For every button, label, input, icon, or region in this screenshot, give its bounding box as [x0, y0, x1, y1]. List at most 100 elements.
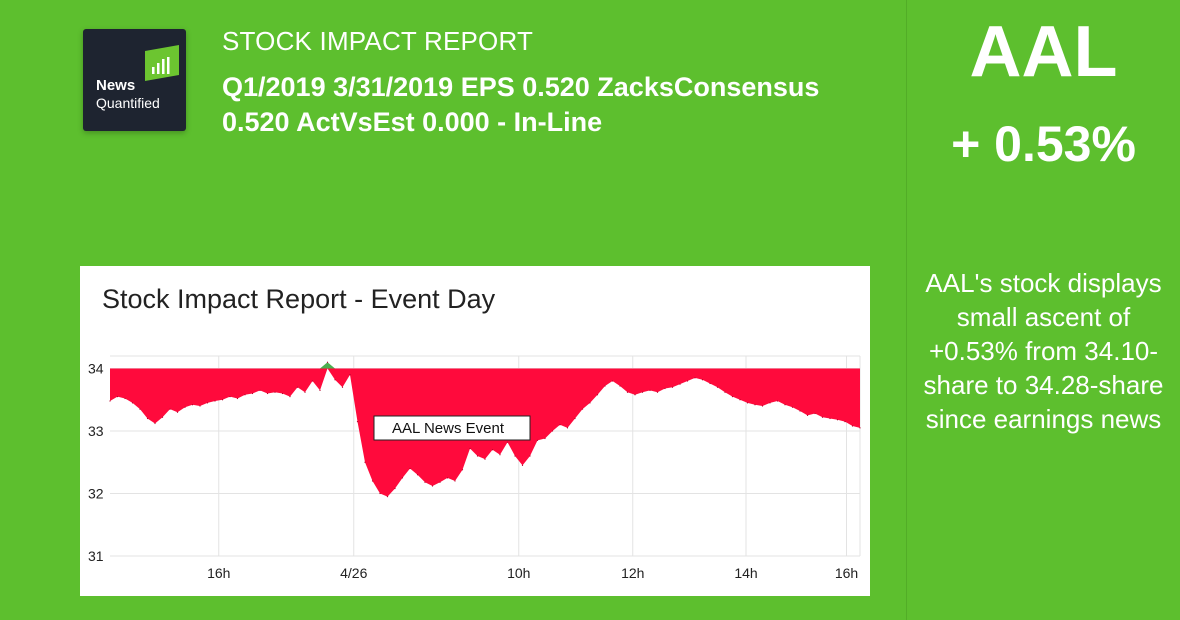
x-tick-label: 14h	[734, 565, 757, 581]
stock-impact-chart: Stock Impact Report - Event Day 31 32 33 34…	[88, 284, 861, 581]
price-point	[679, 383, 681, 385]
price-point	[281, 392, 284, 395]
price-point	[266, 392, 269, 395]
price-point	[304, 391, 306, 393]
ticker-symbol: AAL	[969, 12, 1118, 92]
price-point	[529, 455, 531, 457]
news-event-box	[373, 415, 531, 441]
price-point	[116, 396, 119, 398]
price-point	[641, 391, 644, 393]
price-point	[604, 385, 606, 387]
price-point	[364, 461, 366, 463]
price-point	[844, 421, 846, 423]
price-point	[581, 408, 584, 410]
report-title: STOCK IMPACT REPORT	[222, 26, 534, 56]
price-point	[409, 467, 411, 470]
price-point	[521, 464, 524, 466]
price-point	[244, 394, 246, 396]
price-point	[461, 469, 464, 471]
price-point	[476, 455, 479, 457]
price-point	[326, 361, 329, 363]
earnings-headline: Q1/2019 3/31/2019 EPS 0.520 ZacksConsens…	[222, 72, 820, 137]
price-point	[806, 414, 809, 416]
price-point	[649, 389, 651, 391]
price-point	[619, 385, 621, 387]
price-point	[754, 404, 756, 406]
price-change: + 0.53%	[951, 116, 1136, 172]
price-point	[851, 425, 854, 427]
price-point	[379, 492, 381, 495]
price-point	[784, 404, 786, 406]
x-axis-ticks: 16h 4/26 10h 12h 14h 16h	[207, 565, 858, 581]
y-tick-label: 32	[88, 486, 104, 502]
price-point	[184, 406, 186, 408]
x-tick-label: 4/26	[340, 565, 367, 581]
price-point	[589, 402, 591, 404]
price-point	[746, 402, 749, 404]
price-point	[214, 400, 216, 402]
y-axis-ticks: 31 32 33 34	[88, 361, 104, 565]
price-point	[386, 496, 389, 498]
price-point	[484, 458, 486, 460]
news-event-marker[interactable]: AAL News Event	[373, 415, 531, 441]
price-point	[221, 399, 224, 401]
price-point	[416, 474, 419, 476]
price-point	[311, 380, 314, 382]
price-point	[251, 392, 254, 395]
price-point	[424, 481, 426, 483]
price-point	[716, 386, 719, 388]
price-point	[154, 422, 156, 425]
price-point	[664, 387, 666, 390]
price-point	[611, 380, 614, 382]
price-point	[626, 391, 629, 393]
price-point	[506, 441, 509, 443]
price-point	[776, 400, 779, 402]
price-point	[701, 379, 704, 381]
y-tick-label: 33	[88, 423, 104, 439]
news-quantified-logo: News Quantified	[83, 29, 186, 131]
logo-text-quantified: Quantified	[96, 95, 160, 111]
price-point	[574, 417, 576, 420]
x-tick-label: 12h	[621, 565, 644, 581]
x-tick-label: 16h	[835, 565, 858, 581]
price-point	[469, 447, 471, 450]
price-point	[341, 386, 344, 388]
price-point	[566, 427, 569, 429]
price-point	[334, 379, 336, 381]
chart-card: Stock Impact Report - Event Day 31 32 33 34…	[80, 266, 870, 596]
bar-chart-icon	[145, 45, 179, 81]
x-tick-label: 16h	[207, 565, 230, 581]
price-point	[731, 396, 734, 398]
price-point	[724, 391, 726, 393]
price-point	[821, 416, 824, 418]
price-point	[394, 487, 396, 490]
price-point	[356, 421, 359, 423]
price-point	[551, 430, 554, 432]
price-point	[349, 374, 351, 376]
chart-title: Stock Impact Report - Event Day	[102, 284, 496, 314]
price-point	[401, 477, 404, 479]
price-point	[769, 402, 771, 404]
price-point	[859, 427, 861, 429]
price-point	[431, 485, 434, 487]
price-point	[439, 481, 441, 483]
price-point	[236, 397, 239, 400]
price-point	[229, 396, 231, 398]
price-point	[296, 386, 299, 388]
price-point	[146, 417, 149, 420]
price-point	[761, 405, 764, 407]
y-tick-label: 31	[88, 548, 104, 564]
price-point	[499, 454, 501, 456]
price-point	[709, 382, 711, 385]
price-point	[656, 391, 659, 393]
price-point	[536, 439, 539, 441]
price-point	[559, 424, 561, 426]
price-point	[739, 399, 741, 401]
price-point	[791, 406, 794, 408]
price-point	[814, 412, 816, 415]
price-point	[131, 402, 134, 404]
price-point	[596, 394, 599, 396]
price-point	[836, 419, 839, 421]
price-point	[169, 408, 171, 410]
price-point	[199, 405, 201, 407]
